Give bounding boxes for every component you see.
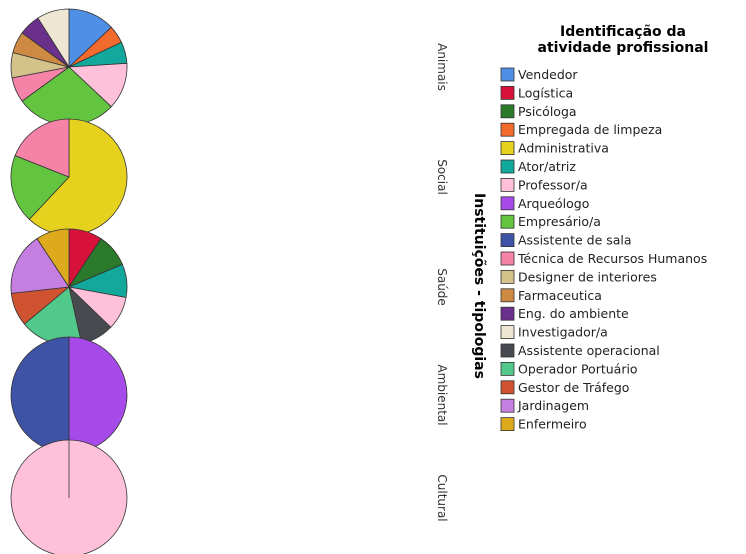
legend-label-eng-do-ambiente: Eng. do ambiente xyxy=(518,306,629,321)
legend-label-enfermeiro: Enfermeiro xyxy=(518,417,587,432)
legend-item-operador-portuario: Operador Portuário xyxy=(500,361,638,376)
legend-item-assistente-de-sala: Assistente de sala xyxy=(500,233,632,248)
legend-item-tecnica-de-recursos-humanos: Técnica de Recursos Humanos xyxy=(500,251,707,266)
legend-label-psicologa: Psicóloga xyxy=(518,104,577,119)
legend-swatch-enfermeiro xyxy=(500,417,515,432)
slice-social-tecnica-de-recursos-humanos xyxy=(14,118,70,178)
legend-label-designer-de-interiores: Designer de interiores xyxy=(518,269,657,284)
legend-label-farmaceutica: Farmaceutica xyxy=(518,288,602,303)
legend-item-vendedor: Vendedor xyxy=(500,67,578,82)
legend-item-arqueologo: Arqueólogo xyxy=(500,196,589,211)
legend-label-assistente-de-sala: Assistente de sala xyxy=(518,233,632,248)
pie-social xyxy=(10,118,128,236)
slice-animais-investigador-a xyxy=(37,8,70,69)
legend-swatch-assistente-operacional xyxy=(500,343,515,358)
legend-swatch-gestor-de-trafego xyxy=(500,380,515,395)
pie-animais xyxy=(10,8,128,126)
legend-label-vendedor: Vendedor xyxy=(518,67,578,82)
legend-swatch-arqueologo xyxy=(500,196,515,211)
legend-swatch-professor-a xyxy=(500,177,515,192)
legend-item-empresario-a: Empresário/a xyxy=(500,214,601,229)
legend-swatch-psicologa xyxy=(500,104,515,119)
legend-item-jardinagem: Jardinagem xyxy=(500,398,589,413)
legend-item-gestor-de-trafego: Gestor de Tráfego xyxy=(500,380,629,395)
legend-label-empresario-a: Empresário/a xyxy=(518,214,601,229)
pie-cultural xyxy=(10,439,128,554)
legend-swatch-farmaceutica xyxy=(500,288,515,303)
legend-swatch-empregada-de-limpeza xyxy=(500,122,515,137)
legend-item-empregada-de-limpeza: Empregada de limpeza xyxy=(500,122,662,137)
legend-item-psicologa: Psicóloga xyxy=(500,104,577,119)
facet-label-cultural: Cultural xyxy=(435,474,449,521)
legend-swatch-empresario-a xyxy=(500,214,515,229)
legend-item-logistica: Logística xyxy=(500,85,573,100)
facet-label-animais: Animais xyxy=(435,43,449,91)
legend-label-professor-a: Professor/a xyxy=(518,177,588,192)
slice-ambiental-assistente-de-sala xyxy=(10,336,70,454)
facet-label-ambiental: Ambiental xyxy=(435,364,449,425)
legend-item-eng-do-ambiente: Eng. do ambiente xyxy=(500,306,629,321)
legend-label-logistica: Logística xyxy=(518,85,573,100)
legend-swatch-investigador-a xyxy=(500,325,515,340)
legend-swatch-logistica xyxy=(500,86,515,100)
facet-label-social: Social xyxy=(435,159,449,195)
legend-label-gestor-de-trafego: Gestor de Tráfego xyxy=(518,380,629,395)
legend-item-assistente-operacional: Assistente operacional xyxy=(500,343,660,358)
legend-title-line-2: atividade profissional xyxy=(538,40,709,56)
legend-label-empregada-de-limpeza: Empregada de limpeza xyxy=(518,122,662,137)
legend-item-investigador-a: Investigador/a xyxy=(500,325,608,340)
legend-items: Vendedor Logística Psicóloga Empregada de l… xyxy=(500,67,707,432)
facet-label-saude: Saúde xyxy=(435,268,449,306)
legend-swatch-administrativa xyxy=(500,141,515,156)
legend-item-farmaceutica: Farmaceutica xyxy=(500,288,602,303)
legend-label-administrativa: Administrativa xyxy=(518,141,609,156)
slice-ambiental-arqueologo xyxy=(68,336,128,454)
legend-swatch-ator-atriz xyxy=(500,159,515,174)
slice-saude-enfermeiro xyxy=(36,228,70,289)
legend-label-operador-portuario: Operador Portuário xyxy=(518,361,638,376)
legend-label-assistente-operacional: Assistente operacional xyxy=(518,343,660,358)
legend-label-ator-atriz: Ator/atriz xyxy=(518,159,576,174)
legend-label-investigador-a: Investigador/a xyxy=(518,325,608,340)
legend-item-administrativa: Administrativa xyxy=(500,141,609,156)
legend-swatch-designer-de-interiores xyxy=(500,269,515,284)
legend-item-ator-atriz: Ator/atriz xyxy=(500,159,576,174)
slice-saude-jardinagem xyxy=(10,238,70,294)
legend-item-professor-a: Professor/a xyxy=(500,177,588,192)
legend-swatch-vendedor xyxy=(500,67,515,82)
legend: Identificação da atividade profissional … xyxy=(500,24,709,432)
legend-item-enfermeiro: Enfermeiro xyxy=(500,417,587,432)
legend-label-arqueologo: Arqueólogo xyxy=(518,196,589,211)
legend-swatch-tecnica-de-recursos-humanos xyxy=(500,251,515,266)
legend-title-line-1: Identificação da xyxy=(560,24,686,40)
legend-label-tecnica-de-recursos-humanos: Técnica de Recursos Humanos xyxy=(517,251,707,266)
legend-swatch-jardinagem xyxy=(500,398,515,413)
pie-ambiental xyxy=(10,336,128,454)
legend-item-designer-de-interiores: Designer de interiores xyxy=(500,269,657,284)
pie-saude xyxy=(10,228,128,346)
legend-swatch-assistente-de-sala xyxy=(500,233,515,248)
facet-labels: Animais Social Saúde Ambiental Cultural xyxy=(435,43,449,522)
pie-facets xyxy=(10,8,128,554)
legend-swatch-eng-do-ambiente xyxy=(500,306,515,321)
legend-label-jardinagem: Jardinagem xyxy=(517,398,589,413)
legend-swatch-operador-portuario xyxy=(500,361,515,376)
y-axis-title: Instituições - tipologias xyxy=(471,193,487,379)
